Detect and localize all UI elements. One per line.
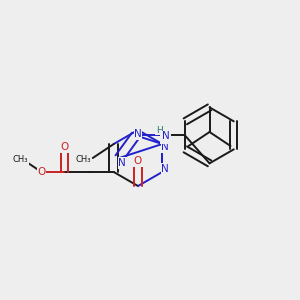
Text: H: H [156, 126, 163, 135]
Text: O: O [134, 156, 142, 167]
Text: N: N [118, 158, 126, 168]
Text: N: N [162, 131, 170, 141]
Text: O: O [60, 142, 69, 152]
Text: N: N [134, 129, 142, 139]
Text: N: N [161, 142, 169, 152]
Text: CH₃: CH₃ [75, 155, 91, 164]
Text: O: O [38, 167, 46, 177]
Text: H: H [161, 134, 168, 143]
Text: CH₃: CH₃ [13, 155, 28, 164]
Text: N: N [161, 164, 169, 174]
